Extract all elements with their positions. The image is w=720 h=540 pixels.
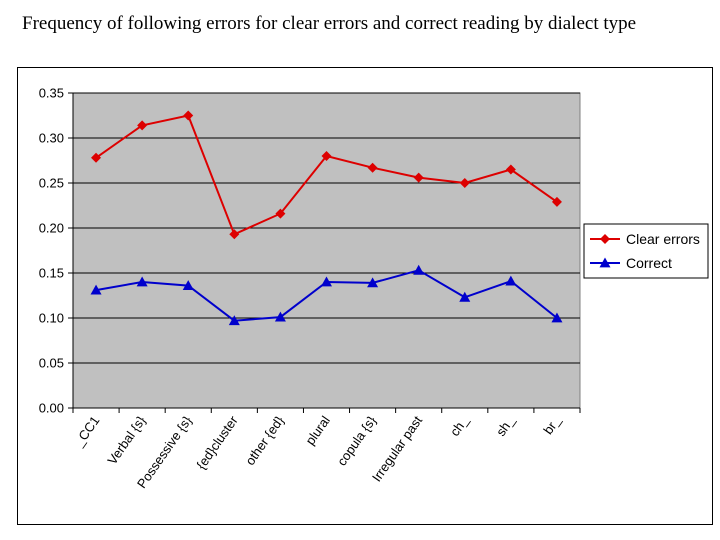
data-point-0-9 (505, 164, 516, 175)
data-point-1-3 (228, 315, 240, 326)
data-point-0-5 (321, 151, 332, 161)
legend-label-0: Clear errors (626, 231, 700, 247)
y-tick-label-5: 0.25 (39, 176, 64, 191)
data-point-0-2 (183, 110, 194, 121)
chart-title: Frequency of following errors for clear … (22, 13, 637, 34)
y-tick-label-6: 0.30 (39, 131, 64, 146)
data-point-1-8 (459, 291, 471, 302)
legend-marker-1 (599, 257, 611, 268)
x-tick-label-6: copula {s} (334, 413, 379, 469)
line-chart: 0.00 0.05 0.10 0.15 0.20 0.25 0.30 0.35 _CC1 Verb… (39, 86, 709, 491)
data-point-1-5 (321, 276, 332, 287)
y-tick-label-7: 0.35 (39, 86, 64, 101)
chart-frame: 0.00 0.05 0.10 0.15 0.20 0.25 0.30 0.35 _CC1 Verb… (17, 67, 713, 525)
data-point-1-4 (274, 311, 286, 322)
data-point-1-10 (551, 312, 563, 323)
x-tick-label-4: other {ed} (242, 413, 287, 468)
data-point-1-0 (90, 284, 102, 295)
data-point-1-2 (182, 280, 194, 290)
data-point-1-9 (505, 275, 517, 286)
x-tick-label-3: {ed}cluster (193, 413, 241, 472)
data-point-1-1 (136, 276, 148, 287)
data-point-0-0 (91, 152, 102, 163)
plot-area (72, 92, 581, 409)
data-point-0-10 (551, 196, 562, 207)
x-tick-label-9: sh_ (493, 412, 518, 438)
data-point-0-3 (229, 229, 240, 240)
data-point-0-7 (413, 172, 424, 183)
x-tick-label-5: plural (302, 413, 333, 448)
data-point-1-7 (413, 264, 425, 275)
legend-label-1: Correct (626, 255, 672, 271)
data-point-0-4 (275, 208, 286, 219)
y-tick-label-3: 0.15 (39, 266, 64, 281)
x-tick-label-0: _CC1 (71, 413, 103, 450)
y-tick-label-2: 0.10 (39, 311, 64, 326)
data-point-0-8 (459, 178, 470, 188)
x-tick-label-1: Verbal {s} (104, 413, 149, 468)
legend-marker-0 (600, 234, 610, 244)
y-tick-label-0: 0.00 (39, 401, 64, 416)
y-tick-label-1: 0.05 (39, 356, 64, 371)
x-tick-label-8: ch_ (447, 412, 472, 438)
data-point-0-1 (137, 120, 148, 131)
y-tick-label-4: 0.20 (39, 221, 64, 236)
legend (583, 223, 709, 279)
data-point-1-6 (367, 277, 379, 288)
data-point-0-6 (367, 162, 378, 173)
x-tick-label-10: br_ (540, 412, 564, 437)
